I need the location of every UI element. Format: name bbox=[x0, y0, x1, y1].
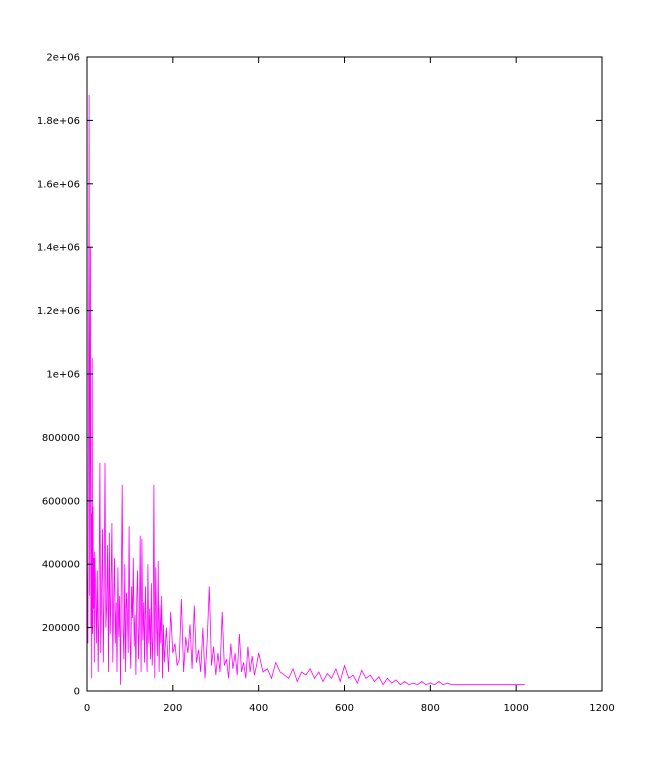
x-axis: 0 200 400 600 800 1000 1200 bbox=[84, 57, 615, 714]
y-tick-label: 1.4e+06 bbox=[37, 243, 80, 254]
y-tick-label: 600000 bbox=[42, 496, 80, 507]
x-tick-label: 0 bbox=[84, 703, 90, 714]
x-tick-label: 600 bbox=[335, 703, 354, 714]
y-tick-label: 0 bbox=[74, 687, 80, 698]
y-tick-label: 1.8e+06 bbox=[37, 116, 80, 127]
series-line bbox=[86, 94, 525, 686]
y-tick-label: 1.6e+06 bbox=[37, 179, 80, 190]
y-tick-label: 200000 bbox=[42, 623, 80, 634]
y-tick-label: 800000 bbox=[42, 433, 80, 444]
x-tick-label: 1200 bbox=[589, 703, 614, 714]
x-tick-label: 800 bbox=[421, 703, 440, 714]
x-tick-label: 200 bbox=[163, 703, 182, 714]
y-tick-label: 1e+06 bbox=[46, 370, 80, 381]
x-tick-label: 1000 bbox=[503, 703, 528, 714]
plot-area bbox=[86, 94, 525, 686]
y-tick-label: 400000 bbox=[42, 560, 80, 571]
y-tick-label: 1.2e+06 bbox=[37, 306, 80, 317]
y-tick-label: 2e+06 bbox=[46, 53, 80, 64]
x-tick-label: 400 bbox=[249, 703, 268, 714]
y-axis: 0 200000 400000 600000 800000 1e+06 1.2e+06 1.4… bbox=[37, 53, 602, 698]
